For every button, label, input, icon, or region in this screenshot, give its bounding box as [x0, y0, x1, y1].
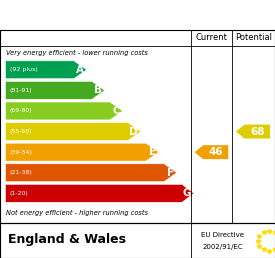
- Text: Potential: Potential: [235, 33, 272, 42]
- Text: (92 plus): (92 plus): [10, 67, 37, 72]
- Text: 68: 68: [250, 126, 265, 136]
- Text: D: D: [129, 126, 138, 136]
- Text: 46: 46: [208, 147, 223, 157]
- Text: B: B: [94, 85, 102, 95]
- Polygon shape: [6, 61, 87, 79]
- Polygon shape: [6, 184, 194, 202]
- Text: (55-68): (55-68): [10, 129, 32, 134]
- Text: Not energy efficient - higher running costs: Not energy efficient - higher running co…: [6, 209, 147, 216]
- Text: (39-54): (39-54): [10, 150, 32, 155]
- Text: 2002/91/EC: 2002/91/EC: [203, 244, 243, 250]
- Text: (1-20): (1-20): [10, 191, 28, 196]
- Text: England & Wales: England & Wales: [8, 233, 126, 246]
- Text: (81-91): (81-91): [10, 88, 32, 93]
- Text: Very energy efficient - lower running costs: Very energy efficient - lower running co…: [6, 50, 147, 56]
- Text: F: F: [167, 168, 174, 178]
- Polygon shape: [6, 102, 123, 120]
- Text: E: E: [149, 147, 156, 157]
- Polygon shape: [6, 164, 177, 182]
- Polygon shape: [6, 143, 159, 161]
- Polygon shape: [6, 82, 105, 99]
- Text: A: A: [76, 65, 84, 75]
- Text: Current: Current: [196, 33, 228, 42]
- Text: EU Directive: EU Directive: [202, 232, 244, 238]
- Text: C: C: [112, 106, 120, 116]
- Text: G: G: [183, 188, 191, 198]
- Polygon shape: [6, 123, 141, 141]
- Text: Energy Efficiency Rating: Energy Efficiency Rating: [6, 8, 189, 21]
- Polygon shape: [236, 125, 270, 139]
- Text: (21-38): (21-38): [10, 170, 32, 175]
- Polygon shape: [195, 145, 228, 159]
- Text: (69-80): (69-80): [10, 108, 32, 114]
